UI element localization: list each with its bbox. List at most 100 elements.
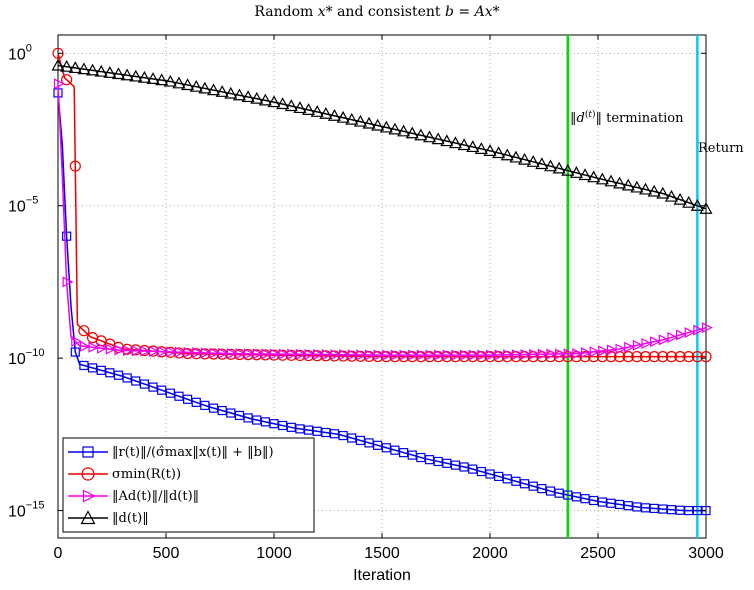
data-point-marker bbox=[310, 105, 324, 117]
data-point-marker bbox=[431, 132, 445, 145]
data-point-marker bbox=[148, 345, 160, 357]
data-point-marker bbox=[381, 443, 391, 453]
data-point-marker bbox=[174, 391, 184, 401]
data-point-marker bbox=[563, 490, 573, 500]
data-point-marker bbox=[606, 498, 616, 508]
data-point-marker bbox=[269, 348, 281, 360]
data-point-marker bbox=[466, 140, 480, 153]
data-point-marker bbox=[526, 155, 540, 167]
series-group bbox=[51, 47, 713, 516]
data-point-marker bbox=[405, 126, 419, 139]
data-point-marker bbox=[503, 349, 515, 361]
data-point-marker bbox=[82, 489, 96, 503]
data-point-marker bbox=[485, 469, 495, 479]
data-point-marker bbox=[693, 324, 705, 336]
data-point-marker bbox=[284, 99, 298, 112]
data-point-marker bbox=[336, 110, 350, 123]
data-point-marker bbox=[614, 499, 625, 510]
data-point-marker bbox=[140, 345, 152, 357]
data-point-marker bbox=[423, 130, 437, 143]
data-point-marker bbox=[658, 334, 670, 346]
data-point-marker bbox=[235, 348, 247, 360]
data-point-marker bbox=[535, 157, 549, 170]
data-point-marker bbox=[226, 408, 236, 418]
data-point-marker bbox=[71, 335, 83, 347]
x-tick-label: 500 bbox=[153, 545, 180, 562]
legend: ‖r(t)‖/(σ̂max‖x(t)‖ + ‖b‖) σmin(R(t)) ‖Ad(… bbox=[62, 437, 315, 533]
data-point-marker bbox=[434, 349, 446, 361]
data-point-marker bbox=[319, 107, 333, 119]
data-point-marker bbox=[664, 189, 678, 202]
data-point-marker bbox=[589, 495, 599, 506]
data-point-marker bbox=[250, 91, 264, 104]
data-point-marker bbox=[97, 342, 109, 354]
legend-label: ‖Ad(t)‖/‖d(t)‖ bbox=[112, 489, 199, 504]
data-point-marker bbox=[650, 336, 662, 348]
data-point-marker bbox=[146, 72, 160, 84]
data-point-marker bbox=[537, 484, 547, 494]
data-point-marker bbox=[78, 325, 90, 337]
data-point-marker bbox=[580, 494, 590, 504]
data-point-marker bbox=[157, 346, 169, 358]
data-point-marker bbox=[260, 417, 270, 427]
data-point-marker bbox=[641, 338, 653, 349]
data-point-marker bbox=[81, 467, 95, 481]
data-point-marker bbox=[232, 88, 246, 101]
data-point-marker bbox=[373, 440, 383, 450]
data-point-marker bbox=[362, 116, 376, 129]
data-point-marker bbox=[546, 348, 558, 360]
y-tick-label: 100 bbox=[8, 42, 32, 63]
data-point-marker bbox=[181, 78, 195, 91]
data-point-marker bbox=[631, 351, 643, 363]
data-point-marker bbox=[673, 192, 687, 205]
data-point-marker bbox=[96, 365, 106, 375]
x-tick-label: 2000 bbox=[472, 545, 508, 562]
data-point-marker bbox=[622, 351, 634, 363]
data-point-marker bbox=[519, 479, 530, 489]
data-point-marker bbox=[649, 503, 659, 514]
data-point-marker bbox=[293, 101, 307, 114]
data-point-marker bbox=[209, 347, 221, 359]
data-point-marker bbox=[53, 78, 65, 90]
data-point-marker bbox=[621, 178, 635, 191]
data-point-marker bbox=[131, 345, 143, 357]
data-point-marker bbox=[183, 346, 195, 358]
legend-box bbox=[62, 437, 315, 533]
data-point-marker bbox=[433, 456, 443, 467]
data-point-marker bbox=[111, 67, 125, 80]
data-point-marker bbox=[684, 505, 694, 516]
data-point-marker bbox=[123, 345, 134, 357]
data-point-marker bbox=[241, 90, 255, 103]
data-point-marker bbox=[442, 458, 452, 468]
data-point-marker bbox=[690, 198, 704, 211]
data-point-marker bbox=[86, 63, 100, 76]
data-point-marker bbox=[399, 448, 409, 458]
data-point-marker bbox=[442, 349, 454, 361]
data-point-marker bbox=[509, 150, 523, 163]
data-point-marker bbox=[105, 368, 115, 378]
data-point-marker bbox=[606, 344, 618, 356]
data-point-marker bbox=[148, 382, 158, 392]
data-point-marker bbox=[500, 148, 514, 161]
data-point-marker bbox=[339, 349, 350, 361]
data-point-marker bbox=[208, 403, 219, 413]
data-point-marker bbox=[295, 348, 307, 360]
data-point-marker bbox=[597, 497, 607, 507]
data-point-marker bbox=[388, 122, 402, 135]
data-point-marker bbox=[658, 504, 668, 514]
data-point-marker bbox=[276, 97, 290, 110]
x-tick-label: 1000 bbox=[256, 545, 292, 562]
data-point-marker bbox=[87, 363, 98, 373]
data-point-marker bbox=[639, 182, 653, 195]
data-point-marker bbox=[345, 112, 359, 125]
x-tick-label: 3000 bbox=[688, 545, 724, 562]
x-tick-label: 0 bbox=[54, 545, 63, 562]
data-point-marker bbox=[580, 347, 592, 359]
series-3 bbox=[51, 58, 713, 214]
data-point-marker bbox=[267, 95, 281, 108]
data-point-marker bbox=[656, 186, 670, 199]
data-point-marker bbox=[448, 136, 462, 149]
y-tick-label: 10−5 bbox=[8, 195, 38, 216]
data-point-marker bbox=[215, 85, 229, 97]
